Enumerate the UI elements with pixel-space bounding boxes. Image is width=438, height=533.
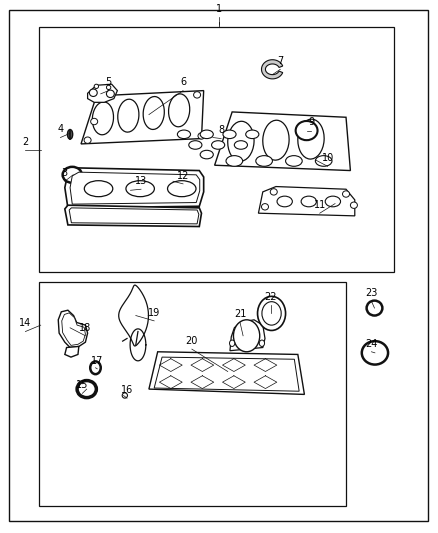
Ellipse shape [167,181,196,197]
Text: 14: 14 [19,318,32,328]
Text: 19: 19 [148,308,160,318]
Polygon shape [65,205,201,227]
Ellipse shape [228,122,254,161]
Text: 9: 9 [308,117,314,127]
Ellipse shape [277,196,293,207]
Polygon shape [88,84,117,102]
Ellipse shape [92,102,113,135]
Ellipse shape [94,84,99,88]
Text: 17: 17 [91,356,103,366]
Ellipse shape [198,133,205,139]
Polygon shape [58,310,88,348]
Ellipse shape [315,156,332,166]
Ellipse shape [230,340,235,346]
Text: 1: 1 [216,4,222,14]
Polygon shape [65,346,79,357]
Text: 10: 10 [321,153,334,163]
Text: 2: 2 [22,137,28,147]
Polygon shape [261,60,283,79]
Ellipse shape [177,130,191,139]
Text: 22: 22 [265,292,277,302]
Ellipse shape [298,119,324,159]
Ellipse shape [263,120,289,160]
Ellipse shape [226,156,243,166]
Ellipse shape [63,167,82,183]
Ellipse shape [350,202,357,208]
Ellipse shape [189,141,202,149]
Polygon shape [62,313,85,345]
Bar [39,27,394,272]
Text: 7: 7 [277,56,283,66]
Ellipse shape [259,340,265,346]
Polygon shape [154,357,299,391]
Polygon shape [230,320,265,351]
Ellipse shape [325,196,341,207]
Text: 11: 11 [314,200,326,210]
Ellipse shape [89,89,97,96]
Ellipse shape [261,204,268,210]
Text: 24: 24 [365,338,378,349]
Ellipse shape [106,90,114,98]
Ellipse shape [367,301,382,316]
Ellipse shape [212,141,225,149]
Ellipse shape [362,341,388,365]
Ellipse shape [77,381,96,398]
Text: 23: 23 [365,288,378,298]
Ellipse shape [126,181,154,197]
Ellipse shape [301,196,316,207]
Text: 13: 13 [135,176,147,186]
Text: 8: 8 [218,125,224,135]
Polygon shape [258,187,355,216]
Polygon shape [215,112,350,171]
Ellipse shape [258,296,286,330]
Ellipse shape [91,118,98,125]
Text: 5: 5 [106,77,112,87]
Ellipse shape [194,92,201,98]
Ellipse shape [233,320,260,352]
Ellipse shape [106,85,111,90]
Ellipse shape [256,156,272,166]
Ellipse shape [200,150,213,159]
Text: 20: 20 [186,336,198,346]
Ellipse shape [270,189,277,195]
Ellipse shape [84,181,113,197]
Ellipse shape [200,130,213,139]
Ellipse shape [296,121,318,140]
Text: 4: 4 [57,124,64,134]
Ellipse shape [343,191,350,197]
Ellipse shape [246,130,259,139]
Ellipse shape [143,96,164,130]
Polygon shape [70,172,200,204]
Text: 12: 12 [177,171,189,181]
Ellipse shape [223,130,236,139]
Ellipse shape [234,141,247,149]
Text: 3: 3 [62,168,68,178]
Ellipse shape [169,94,190,127]
Ellipse shape [67,130,73,139]
Text: 6: 6 [180,77,186,87]
Polygon shape [65,168,204,208]
Text: 16: 16 [121,385,133,395]
Ellipse shape [262,302,281,325]
Polygon shape [69,208,199,224]
Text: 21: 21 [234,309,246,319]
Ellipse shape [84,137,91,143]
Ellipse shape [118,99,139,132]
Polygon shape [149,352,304,394]
Polygon shape [81,91,204,144]
Text: 18: 18 [79,322,92,333]
Ellipse shape [286,156,302,166]
Ellipse shape [122,393,127,398]
Bar [39,282,346,506]
Ellipse shape [90,361,101,374]
Text: 15: 15 [76,380,88,390]
